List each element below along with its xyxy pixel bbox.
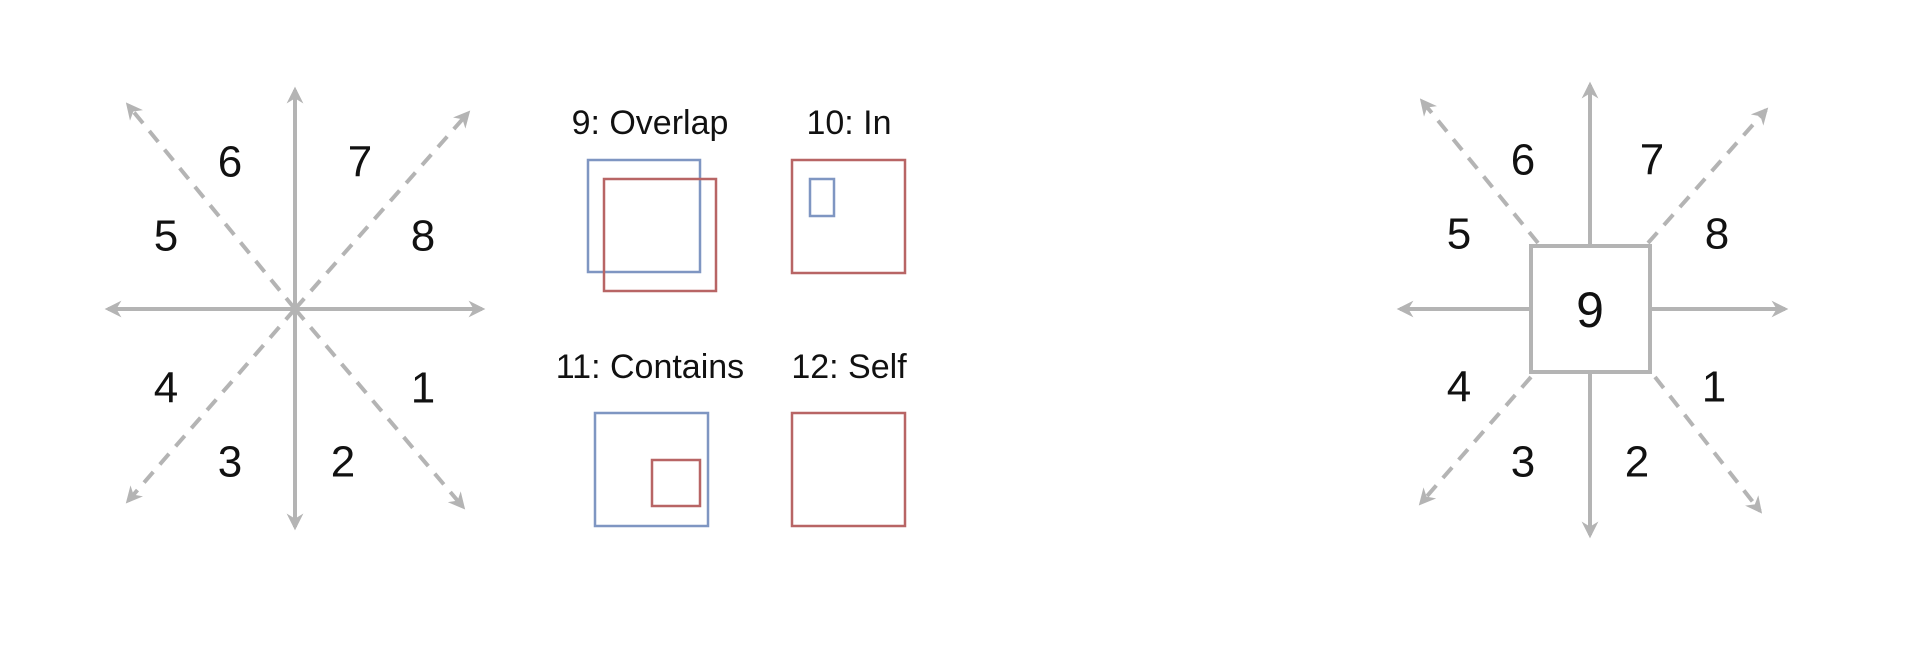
right-diagonal-arrow-up-left [1419,98,1540,245]
relation-in: 10: In [790,104,907,275]
right-region-label-6: 6 [1511,136,1535,185]
left-region-label-4: 4 [154,364,178,413]
relation-overlap: 9: Overlap [572,104,729,293]
left-region-label-6: 6 [218,138,242,187]
right-region-label-5: 5 [1447,210,1471,259]
relation-contains: 11: Contains [556,348,744,528]
relation-contains-label: 11: Contains [556,348,744,386]
right-region-label-3: 3 [1511,438,1535,487]
left-axes [104,86,486,531]
contains-red-inner-box [650,458,702,508]
left-region-label-3: 3 [218,438,242,487]
left-region-label-8: 8 [411,212,435,261]
left-diagonal-arrow-down-right [293,307,466,510]
right-axes [1396,81,1789,539]
right-region-label-4: 4 [1447,363,1471,412]
self-red-box [790,411,907,528]
left-diagonal-arrow-up-right [293,110,471,311]
left-region-label-2: 2 [331,438,355,487]
left-diagonal-arrow-down-left [125,307,297,504]
overlap-blue-box [586,158,702,274]
left-direction-diagram: 1 2 3 4 5 6 7 8 [104,86,486,531]
in-red-outer-box [790,158,907,275]
right-direction-diagram: 9 1 2 3 4 5 6 7 8 [1396,81,1789,539]
left-diagonal-arrow-up-left [125,102,297,311]
left-region-label-7: 7 [348,138,372,187]
right-diagonal-arrow-down-right [1653,375,1763,514]
relation-overlap-label: 9: Overlap [572,104,729,142]
right-diagonal-arrow-up-right [1646,107,1769,245]
center-object-box [1529,244,1652,374]
relation-legend: 9: Overlap 10: In 11: Contains 12: Self [556,104,907,528]
right-region-label-2: 2 [1625,438,1649,487]
left-region-label-5: 5 [154,212,178,261]
relation-self-label: 12: Self [791,348,907,386]
right-region-label-8: 8 [1705,210,1729,259]
center-object-label: 9 [1576,282,1604,338]
contains-blue-outer-box [593,411,710,528]
relation-in-label: 10: In [806,104,891,142]
right-diagonal-arrow-down-left [1418,375,1533,506]
in-blue-inner-box [808,177,836,218]
relation-self: 12: Self [790,348,907,528]
overlap-red-box [602,177,718,293]
left-region-label-1: 1 [411,364,435,413]
right-region-label-1: 1 [1702,363,1726,412]
right-region-label-7: 7 [1640,136,1664,185]
